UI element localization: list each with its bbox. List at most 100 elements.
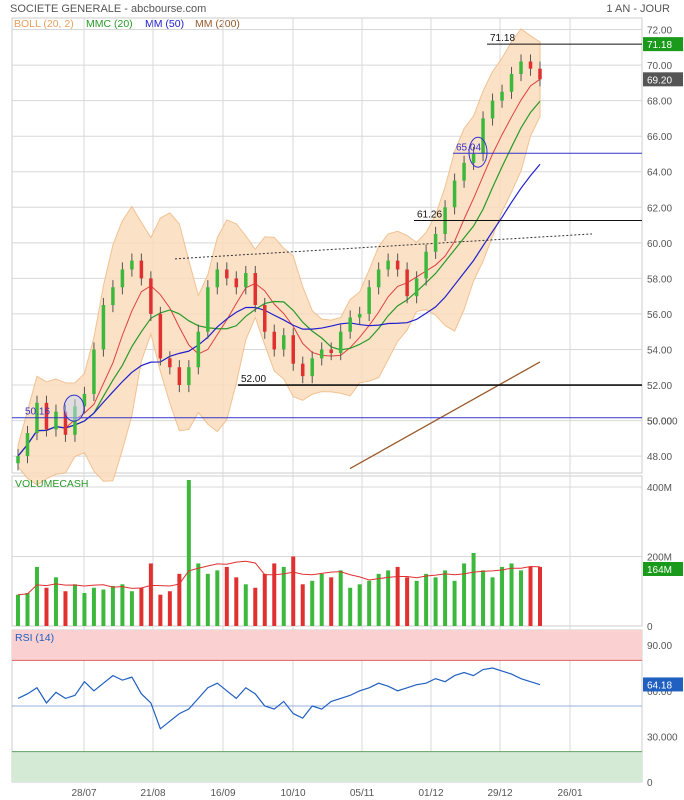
volume-last-label: 164M [647,565,672,576]
volume-average-line [17,560,541,596]
volume-bar [101,589,106,626]
x-tick-label: 26/01 [557,788,582,799]
volume-bar [139,587,144,626]
mmc-line [17,100,541,457]
candle-body [63,411,68,435]
x-tick-label: 05/11 [350,788,375,799]
volume-bar [338,570,343,626]
candle-body [111,287,115,306]
legend-boll: BOLL (20, 2) [14,18,74,30]
volume-bar [452,580,457,626]
candle-body [82,393,87,407]
candle-body [291,335,295,364]
volume-bar [395,566,400,626]
candle-body [196,331,201,368]
price-tick-label: 68.00 [647,97,672,108]
candle-body [329,349,333,354]
candle-body [490,100,495,119]
volume-bar [481,570,486,626]
price-tick-label: 66.00 [647,132,672,143]
rsi-tick-label: 0 [647,778,653,789]
candle-body [177,367,182,386]
candle-body [357,313,362,318]
rsi-tick-label: 60.00 [647,687,672,698]
volume-bar [167,591,172,626]
mm50-line [17,163,541,457]
candle-body [54,411,58,430]
volume-title: VOLUMECASH [15,478,89,490]
rsi-plot [12,630,642,782]
volume-bar [25,592,30,626]
rsi-title: RSI (14) [15,632,54,644]
level-label-71-18: 71.18 [490,33,515,44]
rsi-oversold-zone [12,751,642,782]
x-tick-label: 01/12 [418,788,443,799]
candle-body [481,118,485,154]
level-label-65-04: 65.04 [456,142,481,153]
volume-bar [519,570,524,626]
candle-body [92,349,96,394]
axis-labels: 28/07 21/08 16/09 10/10 05/11 01/12 29/12 26/01… [71,26,683,799]
volume-bar [44,587,49,626]
volume-bar [91,587,96,626]
level-label-50-16: 50.16 [25,407,50,418]
volume-bar [177,573,182,626]
candle-body [471,153,476,163]
candle-body [405,269,409,297]
volume-bar [34,566,39,626]
volume-bar [386,570,391,626]
volume-bar [110,586,115,626]
boll-mid-line [17,78,541,457]
volume-bar [509,563,514,626]
x-tick-label: 10/10 [280,788,305,799]
candle-body [225,269,229,279]
candle-body [234,278,239,288]
volume-bar [433,577,438,626]
volume-bar [196,563,201,626]
price-panel [11,17,643,474]
volume-last-box [643,561,683,576]
volume-bar [300,584,305,626]
price-tick-label: 72.00 [647,26,672,37]
volume-tick-label: 200M [647,552,672,563]
price-tick-label: 52.00 [647,381,672,392]
volume-bar [462,563,467,626]
volume-plot [16,480,542,626]
candle-body [386,260,390,270]
volume-bar [500,566,505,626]
candle-body [414,278,419,297]
candle-body [452,180,457,208]
candle-body [16,456,20,464]
volume-bar [82,592,87,626]
volume-bar [471,553,476,626]
support-level-label: 50.000 [647,417,678,428]
candle-body [519,61,523,74]
high-price-label: 71.18 [647,40,672,51]
last-price-label: 69.20 [647,75,672,86]
candle-body [244,273,248,288]
x-tick-label: 16/09 [210,788,235,799]
price-tick-label: 54.00 [647,345,672,356]
volume-bar [129,591,134,626]
candle-body [338,331,343,354]
x-tick-label: 29/12 [487,788,512,799]
price-tick-label: 48.00 [647,452,672,463]
volume-bar [528,566,533,626]
volume-bar [281,566,286,626]
legend-mmc: MMC (20) [86,18,133,30]
volume-bar [148,563,153,626]
volume-bar [424,573,429,626]
volume-bar [405,577,410,626]
level-label-61-26: 61.26 [417,209,442,220]
x-tick-label: 21/08 [140,788,165,799]
candle-body [538,68,542,80]
candle-body [149,278,153,314]
candle-body [395,260,400,270]
volume-bar [16,594,20,626]
volume-bar [120,584,125,626]
level-label-52-00: 52.00 [241,374,266,385]
candle-body [433,233,438,252]
rsi-last-label: 64.18 [647,680,672,691]
volume-bar [367,580,372,626]
